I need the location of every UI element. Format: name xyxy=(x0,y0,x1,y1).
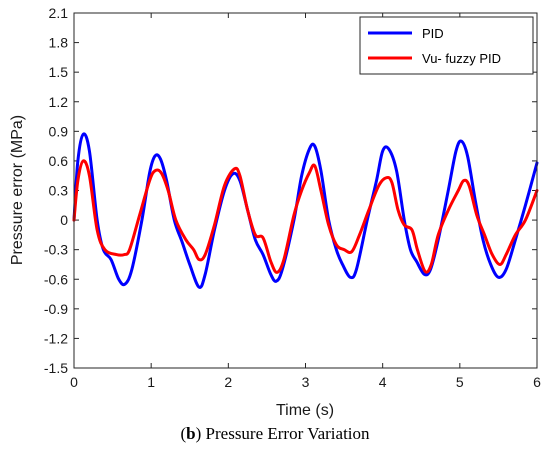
caption-text: ) Pressure Error Variation xyxy=(195,424,370,443)
figure-caption: (b) Pressure Error Variation xyxy=(0,424,550,444)
y-tick-label: -1.5 xyxy=(44,360,68,376)
x-tick-label: 5 xyxy=(456,374,464,390)
y-tick-label: 0.6 xyxy=(49,153,69,169)
caption-letter: b xyxy=(186,424,196,443)
x-tick-label: 4 xyxy=(379,374,387,390)
y-tick-label: 2.1 xyxy=(49,5,69,21)
y-tick-label: 0.3 xyxy=(49,183,69,199)
y-tick-label: 0.9 xyxy=(49,123,69,139)
y-tick-label: -0.3 xyxy=(44,242,68,258)
series-line-pid xyxy=(72,132,539,289)
y-tick-label: 1.5 xyxy=(49,64,69,80)
caption-open: ( xyxy=(180,424,187,443)
series-line-vu-fuzzy-pid xyxy=(72,159,539,274)
x-tick-label: 3 xyxy=(302,374,310,390)
legend-label-pid: PID xyxy=(422,26,444,41)
x-tick-label: 1 xyxy=(147,374,155,390)
y-tick-label: 1.8 xyxy=(49,35,69,51)
legend-box xyxy=(359,16,534,75)
x-tick-label: 2 xyxy=(224,374,232,390)
series-layer xyxy=(72,132,539,289)
y-tick-label: 0 xyxy=(60,212,68,228)
plot-frame xyxy=(73,12,538,369)
y-tick-label: -0.9 xyxy=(44,301,68,317)
x-axis-title: Time (s) xyxy=(276,402,334,419)
y-tick-label: -1.2 xyxy=(44,330,68,346)
chart-svg: 2.1 1.8 1.5 1.2 0.9 0.6 0.3 0 -0.3 -0.6 -0.9 -1.2 -1… xyxy=(9,5,541,419)
x-tick-label: 0 xyxy=(70,374,78,390)
y-tick-label: 1.2 xyxy=(49,94,69,110)
y-axis-title: Pressure error (MPa) xyxy=(9,115,26,265)
legend: PID Vu- fuzzy PID xyxy=(359,16,534,75)
y-tick-label: -0.6 xyxy=(44,271,68,287)
y-ticks: 2.1 1.8 1.5 1.2 0.9 0.6 0.3 0 -0.3 -0.6 -0.9 -1.2 -1… xyxy=(44,5,537,376)
x-tick-label: 6 xyxy=(533,374,541,390)
legend-label-vu-fuzzy-pid: Vu- fuzzy PID xyxy=(422,51,501,66)
